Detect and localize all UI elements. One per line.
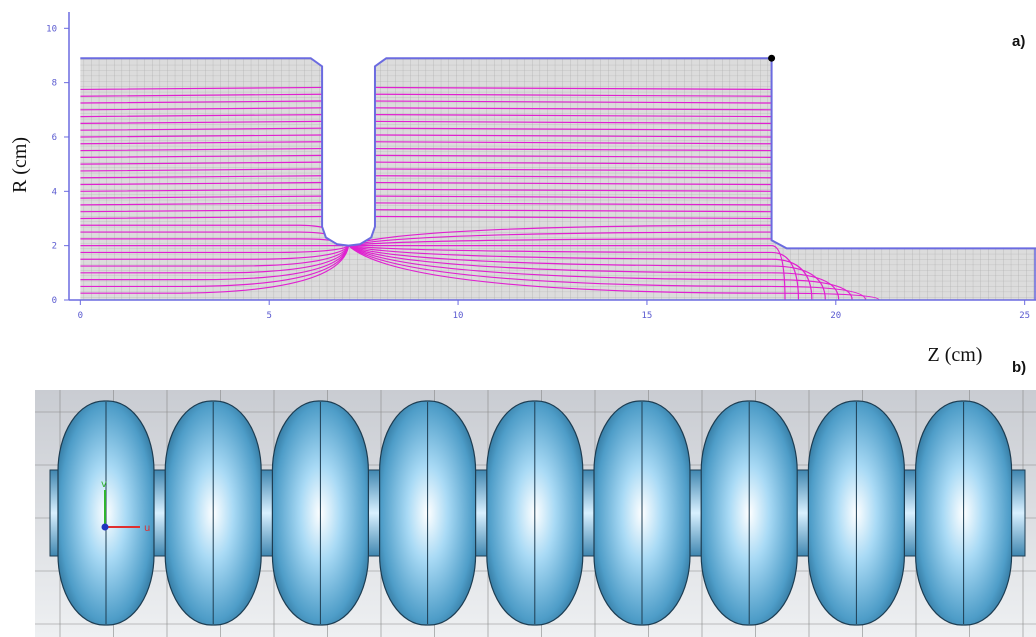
panel-label: a) bbox=[1012, 33, 1025, 50]
panel-label: b) bbox=[1012, 359, 1026, 376]
x-tick-label: 25 bbox=[1019, 311, 1030, 321]
y-tick-label: 2 bbox=[52, 242, 57, 252]
x-tick-label: 0 bbox=[78, 311, 83, 321]
y-axis-label: R (cm) bbox=[9, 137, 31, 193]
y-tick-label: 4 bbox=[52, 187, 57, 197]
x-tick-label: 20 bbox=[830, 311, 841, 321]
marker-dot bbox=[768, 55, 775, 62]
axis-origin bbox=[102, 524, 109, 531]
figure: R (cm) Z (cm) a) b) 0 2 4 6 8 10 0 5 10 15 20 25 v u bbox=[0, 0, 1036, 637]
axis-label: v bbox=[101, 479, 107, 490]
y-tick-label: 8 bbox=[52, 79, 57, 89]
x-tick-label: 10 bbox=[453, 311, 464, 321]
axis-label: u bbox=[144, 523, 150, 534]
y-tick-label: 6 bbox=[52, 133, 57, 143]
y-tick-label: 0 bbox=[52, 296, 57, 306]
x-tick-label: 5 bbox=[266, 311, 271, 321]
x-axis-label: Z (cm) bbox=[928, 344, 983, 366]
y-tick-label: 10 bbox=[46, 24, 57, 34]
x-tick-label: 15 bbox=[642, 311, 653, 321]
